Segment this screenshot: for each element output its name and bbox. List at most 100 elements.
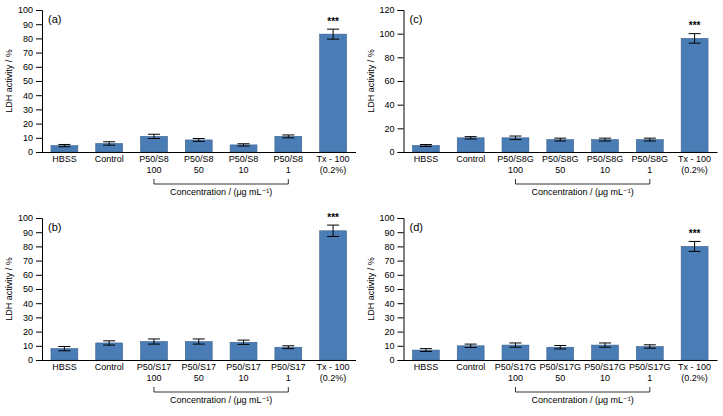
tick-label: 50 [384, 284, 394, 294]
tick: 0 [389, 147, 403, 157]
tick-label-line: 50 [555, 373, 565, 383]
tick: P50/S1750 [181, 360, 216, 383]
y-axis-title: LDH activity / % [4, 257, 14, 321]
error-bar [327, 225, 339, 236]
tick: 70 [23, 48, 42, 58]
bar [275, 136, 302, 152]
tick-label: 10 [23, 341, 33, 351]
tick-label: 0 [28, 355, 33, 365]
tick-label: 40 [384, 299, 394, 309]
tick-label-line: Tx - 100 [317, 154, 350, 164]
tick-label: P50/S8G10 [587, 154, 624, 174]
tick-label: P50/S17G1 [629, 362, 671, 382]
tick: Tx - 100(0.2%) [317, 152, 350, 175]
tick: P50/S17G100 [495, 360, 537, 383]
error-bar [103, 142, 115, 145]
tick-label: 100 [379, 29, 394, 39]
tick-label: HBSS [414, 154, 439, 164]
significance: *** [327, 16, 339, 27]
tick-mark [398, 246, 404, 247]
tick-mark [36, 53, 42, 54]
tick-label-line: HBSS [414, 154, 439, 164]
tick-label-line: Tx - 100 [317, 362, 350, 372]
error-bar [420, 145, 432, 147]
bar [320, 34, 347, 152]
y-axis: 0102030405060708090100 [18, 213, 43, 365]
y-axis: 0102030405060708090100 [18, 5, 43, 157]
tick-label: 100 [18, 5, 33, 15]
marks [51, 225, 347, 360]
tick-label-line: 50 [194, 373, 204, 383]
error-bar [599, 343, 611, 347]
tick-mark [36, 275, 42, 276]
tick-mark [36, 332, 42, 333]
tick: 80 [23, 34, 42, 44]
tick-label-line: P50/S17 [271, 362, 306, 372]
tick-mark [398, 218, 404, 219]
tick-label: 80 [23, 242, 33, 252]
bar [230, 342, 257, 360]
tick-mark [36, 138, 42, 139]
panel: 0102030405060708090100HBSSControlP50/S17… [4, 212, 356, 405]
tick-label: 20 [23, 119, 33, 129]
tick: 90 [23, 228, 42, 238]
tick: P50/S8G50 [542, 152, 579, 175]
tick-label-line: P50/S17 [137, 362, 172, 372]
error-bar [465, 137, 477, 139]
tick: 10 [384, 341, 403, 351]
tick-label: Control [95, 154, 124, 164]
tick-mark [398, 303, 404, 304]
error-bar [103, 341, 115, 345]
tick-label-line: (0.2%) [681, 165, 708, 175]
tick-label: Tx - 100(0.2%) [678, 362, 711, 382]
significance: *** [327, 212, 339, 223]
tick-mark [398, 346, 404, 347]
x-axis-title: Concentration / (μg mL⁻¹) [170, 395, 272, 405]
tick-label-line: HBSS [414, 362, 439, 372]
tick-label-line: 100 [146, 373, 161, 383]
tick: P50/S81 [274, 152, 304, 175]
tick-label: 40 [384, 100, 394, 110]
panel-label: (b) [48, 221, 61, 233]
tick-label-line: Control [95, 154, 124, 164]
bracket [515, 387, 649, 392]
tick: 90 [384, 228, 403, 238]
error-bar [420, 349, 432, 352]
bar [681, 38, 708, 152]
error-bar [58, 144, 70, 146]
tick: 20 [23, 327, 42, 337]
tick-label-line: Control [95, 362, 124, 372]
tick: Control [456, 152, 485, 164]
x-axis-title: Concentration / (μg mL⁻¹) [170, 187, 272, 197]
error-bar [193, 139, 205, 142]
tick-label-line: 1 [286, 373, 291, 383]
tick: Tx - 100(0.2%) [678, 152, 711, 175]
tick-mark [398, 232, 404, 233]
tick: 10 [23, 133, 42, 143]
tick-label: Control [456, 362, 485, 372]
panel-label: (d) [410, 221, 423, 233]
tick: 100 [379, 29, 403, 39]
tick: HBSS [52, 360, 77, 372]
tick-label: 100 [18, 213, 33, 223]
error-bar [282, 135, 294, 138]
tick-mark [36, 67, 42, 68]
tick-label: 60 [23, 62, 33, 72]
tick-mark [36, 289, 42, 290]
error-bar [644, 345, 656, 348]
tick: 100 [379, 213, 403, 223]
tick-label-line: 1 [286, 165, 291, 175]
tick-label: P50/S17100 [137, 362, 172, 382]
tick-label: P50/S171 [271, 362, 306, 382]
tick-label: 0 [28, 147, 33, 157]
tick-mark [398, 289, 404, 290]
tick: 50 [23, 284, 42, 294]
tick-label: P50/S8100 [139, 154, 169, 174]
tick-label: 30 [23, 105, 33, 115]
tick: 50 [23, 76, 42, 86]
tick: P50/S17G1 [629, 360, 671, 383]
significance: *** [689, 228, 701, 239]
tick-label: P50/S8G100 [497, 154, 534, 174]
bracket [154, 387, 288, 392]
tick-label: 70 [384, 256, 394, 266]
